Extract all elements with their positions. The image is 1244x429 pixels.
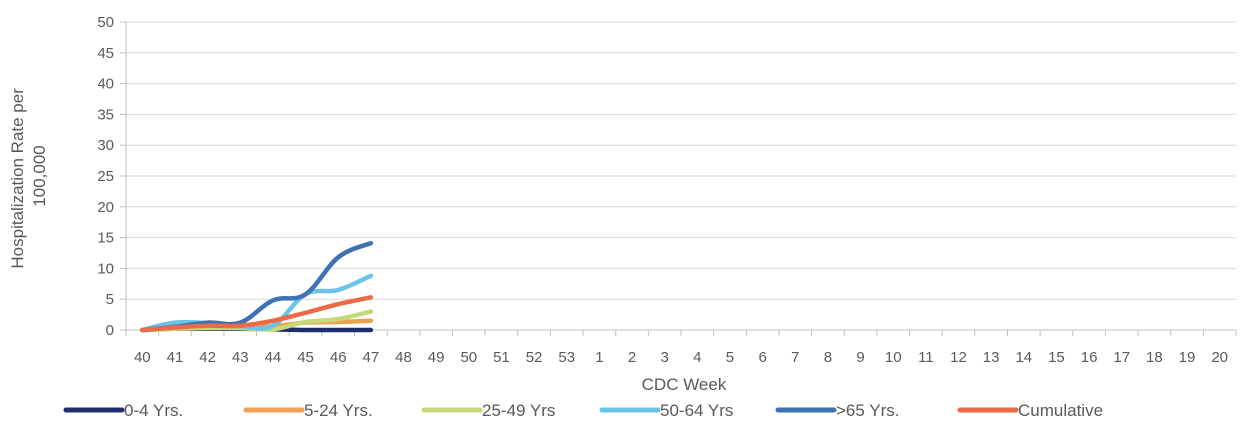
y-tick-label: 20 xyxy=(97,199,114,216)
legend-label: 25-49 Yrs xyxy=(482,401,555,420)
x-tick-label: 4 xyxy=(693,349,701,366)
x-tick-label: 44 xyxy=(265,349,282,366)
x-tick-label: 51 xyxy=(493,349,510,366)
legend-label: 0-4 Yrs. xyxy=(124,401,183,420)
x-tick-label: 9 xyxy=(856,349,864,366)
x-tick-label: 48 xyxy=(395,349,412,366)
y-axis-title: Hospitalization Rate per 100,000 xyxy=(8,83,49,268)
legend-label: >65 Yrs. xyxy=(836,401,899,420)
x-tick-label: 2 xyxy=(628,349,636,366)
x-tick-label: 5 xyxy=(726,349,734,366)
x-tick-label: 43 xyxy=(232,349,249,366)
axes xyxy=(120,21,1237,336)
y-tick-label: 45 xyxy=(97,45,114,62)
series-line-5 xyxy=(140,295,374,333)
y-tick-label: 10 xyxy=(97,260,114,277)
y-tick-label: 35 xyxy=(97,106,114,123)
x-tick-label: 52 xyxy=(526,349,543,366)
x-tick-label: 7 xyxy=(791,349,799,366)
x-tick-label: 15 xyxy=(1048,349,1065,366)
x-tick-label: 14 xyxy=(1015,349,1032,366)
legend-label: 5-24 Yrs. xyxy=(304,401,373,420)
series-line-3 xyxy=(140,273,374,333)
y-tick-label: 40 xyxy=(97,76,114,93)
y-tick-label: 0 xyxy=(106,322,114,339)
x-tick-label: 3 xyxy=(661,349,669,366)
x-tick-label: 12 xyxy=(950,349,967,366)
x-tick-label: 50 xyxy=(460,349,477,366)
legend-label: 50-64 Yrs xyxy=(660,401,733,420)
x-axis-title: CDC Week xyxy=(642,375,727,394)
x-tick-label: 45 xyxy=(297,349,314,366)
y-tick-label: 30 xyxy=(97,137,114,154)
x-tick-label: 13 xyxy=(983,349,1000,366)
x-tick-label: 11 xyxy=(918,349,934,366)
x-tick-label: 19 xyxy=(1179,349,1196,366)
x-tick-label: 42 xyxy=(199,349,216,366)
x-tick-label: 8 xyxy=(824,349,832,366)
y-tick-label: 15 xyxy=(97,230,114,247)
x-tick-label: 49 xyxy=(428,349,445,366)
y-axis-title-line-2: 100,000 xyxy=(30,145,49,206)
x-tick-label: 20 xyxy=(1211,349,1228,366)
x-tick-label: 47 xyxy=(363,349,380,366)
y-axis-title-line-1: Hospitalization Rate per xyxy=(8,88,27,269)
x-tick-label: 16 xyxy=(1081,349,1098,366)
x-tick-label: 1 xyxy=(595,349,603,366)
x-tick-label: 40 xyxy=(134,349,151,366)
x-tick-label: 17 xyxy=(1113,349,1130,366)
x-tick-label: 46 xyxy=(330,349,347,366)
x-tick-label: 6 xyxy=(758,349,766,366)
y-tick-label: 5 xyxy=(106,291,114,308)
legend-label: Cumulative xyxy=(1018,401,1103,420)
series-lines xyxy=(140,240,374,333)
x-tick-label: 18 xyxy=(1146,349,1163,366)
x-tick-label: 41 xyxy=(167,349,184,366)
x-tick-label: 10 xyxy=(885,349,902,366)
y-tick-label: 50 xyxy=(97,14,114,31)
y-tick-label: 25 xyxy=(97,168,114,185)
legend: 0-4 Yrs. 5-24 Yrs. 25-49 Yrs 50-64 Yrs >65 Y… xyxy=(63,401,1103,420)
x-tick-label: 53 xyxy=(558,349,575,366)
gridlines xyxy=(126,21,1236,300)
